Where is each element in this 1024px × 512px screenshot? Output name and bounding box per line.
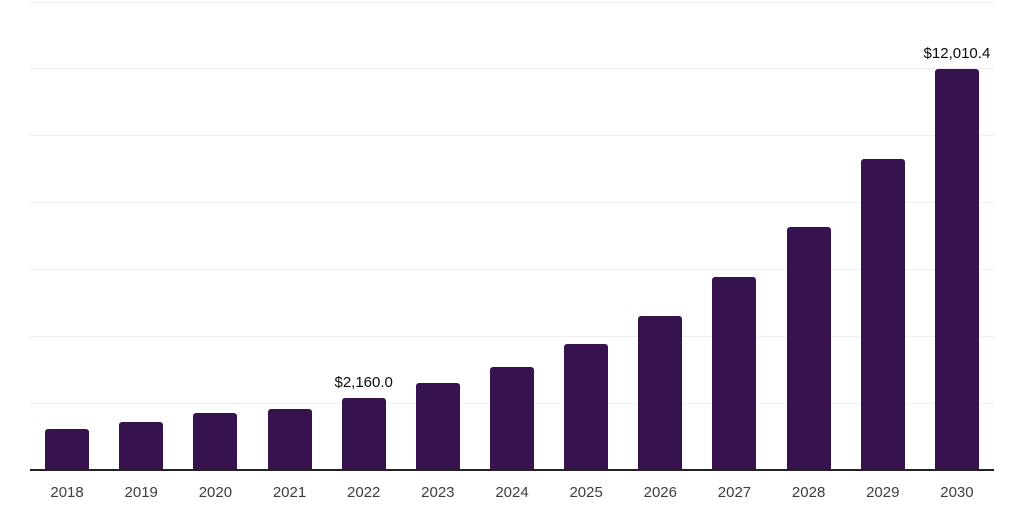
gridline-14000	[30, 1, 994, 3]
x-tick-2026: 2026	[643, 484, 677, 501]
gridline-4000	[30, 335, 994, 337]
bar-2024	[490, 367, 534, 470]
x-tick-2025: 2025	[569, 484, 603, 501]
x-tick-2023: 2023	[421, 484, 455, 501]
bar-2025	[564, 344, 609, 470]
x-tick-2030: 2030	[940, 484, 974, 501]
x-tick-2024: 2024	[495, 484, 529, 501]
x-tick-2022: 2022	[347, 484, 381, 501]
gridline-8000	[30, 202, 994, 204]
x-tick-2027: 2027	[717, 484, 752, 501]
bar-2030	[934, 68, 979, 470]
x-tick-2021: 2021	[272, 484, 307, 501]
data-label-2030: $12,010.4	[923, 44, 991, 62]
x-tick-2029: 2029	[866, 484, 900, 501]
x-axis-line	[30, 469, 994, 471]
x-tick-2019: 2019	[124, 484, 158, 501]
x-tick-2020: 2020	[198, 484, 233, 501]
bar-2022	[341, 397, 386, 470]
bar-2021	[267, 409, 312, 470]
bar-2026	[638, 316, 683, 470]
plot-area: $2,160.0 $12,010.4	[30, 1, 994, 471]
bar-2027	[712, 277, 757, 470]
gridline-6000	[30, 268, 994, 270]
bar-2029	[860, 159, 905, 470]
data-label-2022: $2,160.0	[334, 373, 393, 391]
bar-2020	[193, 413, 238, 470]
bar-2019	[119, 422, 164, 470]
gridline-12000	[30, 68, 994, 70]
bar-2018	[45, 429, 90, 470]
x-tick-2018: 2018	[50, 484, 84, 501]
x-tick-2028: 2028	[791, 484, 826, 501]
bar-2023	[415, 383, 460, 470]
x-axis-labels: 2018 2019 2020 2021 2022 2023 2024 2025 2026 2027…	[30, 484, 994, 504]
gridline-10000	[30, 135, 994, 137]
bar-2028	[786, 227, 831, 470]
